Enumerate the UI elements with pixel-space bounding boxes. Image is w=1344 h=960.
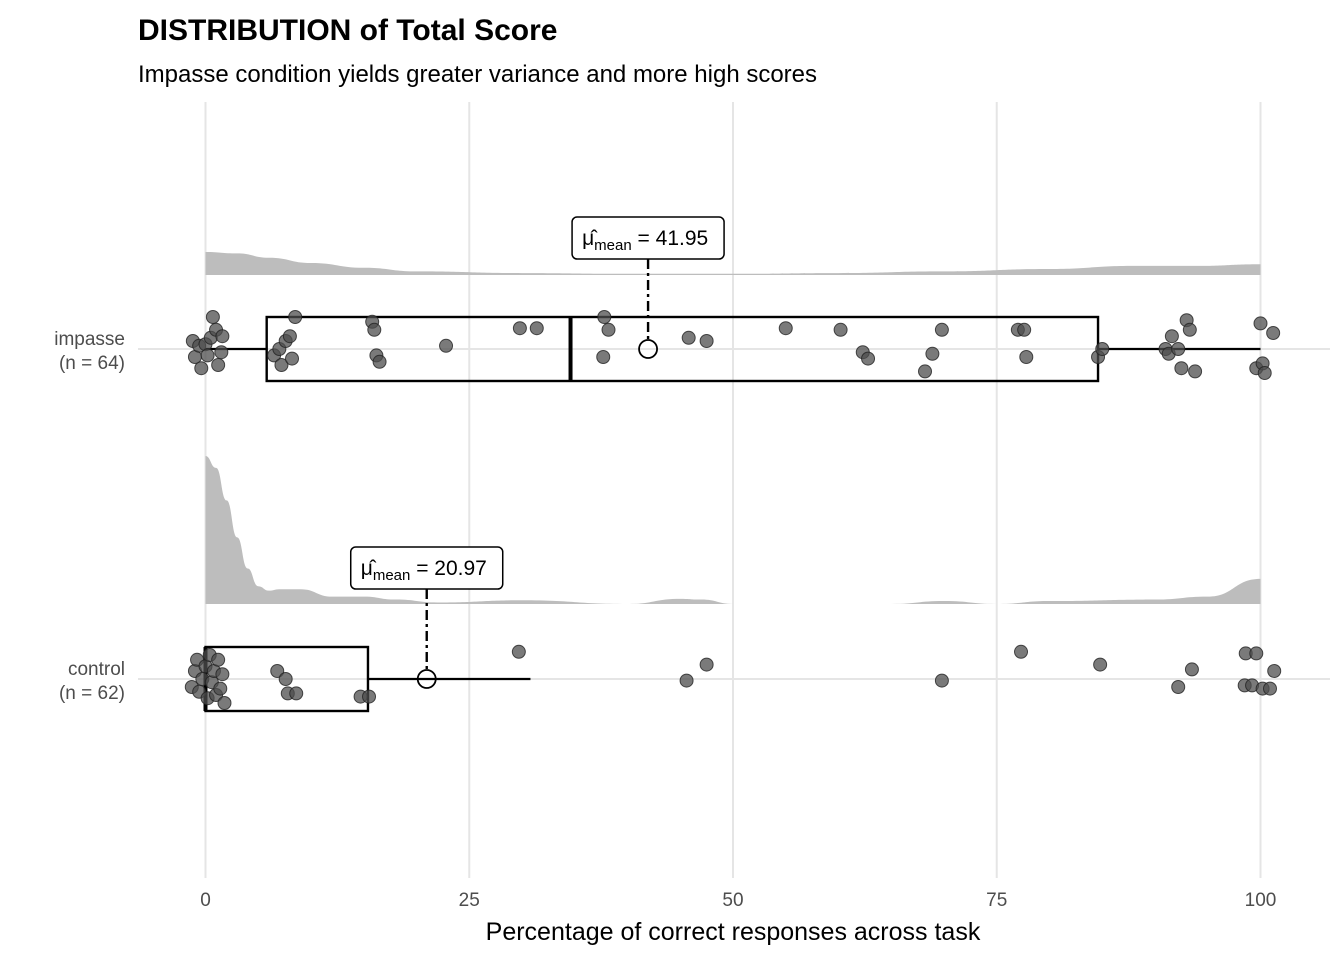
density-layer	[205, 251, 1261, 604]
x-tick-label: 50	[722, 890, 743, 911]
data-point-impasse	[439, 338, 454, 353]
density-impasse	[205, 251, 1261, 275]
data-point-impasse	[1182, 322, 1197, 337]
mean-label-box-control	[349, 546, 504, 590]
mean-label-control: μ̂mean = 20.97	[361, 557, 487, 584]
data-point-impasse	[200, 348, 215, 363]
data-point-control	[362, 689, 377, 704]
data-point-impasse	[833, 322, 848, 337]
data-point-control	[270, 664, 285, 678]
mean-label-box-impasse	[571, 216, 725, 260]
data-point-impasse	[285, 351, 300, 366]
mean-marker-control	[416, 669, 437, 689]
chart-title: DISTRIBUTION of Total Score	[138, 14, 557, 47]
data-point-impasse	[1019, 350, 1034, 364]
data-point-control	[1184, 662, 1199, 677]
data-point-control	[679, 673, 694, 688]
data-point-control	[1267, 664, 1282, 678]
data-point-control	[278, 672, 293, 686]
data-point-control	[1249, 646, 1264, 661]
data-point-impasse	[925, 346, 940, 361]
chart-subtitle: Impasse condition yields greater varianc…	[138, 61, 817, 88]
data-point-impasse	[1266, 326, 1281, 340]
data-point-impasse	[372, 354, 387, 369]
data-point-control	[511, 644, 526, 659]
y-tick-n-control: (n = 62)	[59, 683, 125, 704]
y-tick-label-control: control	[68, 659, 125, 680]
data-point-impasse	[1171, 342, 1186, 356]
x-axis-label: Percentage of correct responses across t…	[486, 918, 981, 946]
data-point-impasse	[1253, 316, 1268, 331]
mean-label-impasse: μ̂mean = 41.95	[582, 227, 708, 254]
x-tick-label: 100	[1245, 890, 1277, 911]
data-point-impasse	[1188, 364, 1203, 379]
mean-marker-impasse	[638, 339, 658, 359]
data-point-impasse	[601, 322, 616, 337]
data-point-control	[211, 652, 226, 667]
data-point-impasse	[681, 330, 696, 345]
data-point-impasse	[282, 329, 297, 344]
points-layer	[184, 310, 1282, 710]
data-point-impasse	[918, 364, 933, 379]
data-point-impasse	[861, 351, 876, 366]
grid-lines	[138, 102, 1330, 878]
data-point-control	[213, 681, 228, 696]
data-point-impasse	[214, 345, 229, 360]
data-point-impasse	[194, 361, 209, 376]
data-point-impasse	[699, 334, 714, 348]
data-point-control	[934, 673, 949, 688]
data-point-impasse	[778, 321, 793, 336]
data-point-impasse	[215, 329, 230, 344]
data-point-impasse	[1174, 361, 1189, 376]
data-point-impasse	[211, 358, 226, 372]
data-point-impasse	[1017, 322, 1032, 337]
data-point-impasse	[512, 321, 527, 336]
data-point-impasse	[205, 310, 220, 324]
x-tick-label: 0	[200, 890, 211, 911]
data-point-control	[1171, 680, 1186, 694]
data-point-impasse	[597, 310, 612, 324]
x-tick-label: 25	[459, 890, 480, 911]
data-point-impasse	[1095, 342, 1110, 356]
data-point-control	[289, 686, 304, 701]
data-point-impasse	[1257, 366, 1272, 380]
data-point-control	[215, 667, 230, 682]
data-point-impasse	[274, 358, 289, 372]
mean-layer: μ̂mean = 41.95 μ̂mean = 20.97	[349, 216, 725, 689]
data-point-impasse	[288, 310, 303, 324]
data-point-control	[1014, 644, 1029, 659]
data-point-control	[217, 696, 232, 710]
y-axis-labels: impasse (n = 64) control (n = 62)	[54, 329, 125, 704]
data-point-control	[1093, 657, 1108, 672]
y-tick-n-impasse: (n = 64)	[59, 353, 125, 374]
data-point-impasse	[934, 322, 949, 337]
data-point-impasse	[596, 350, 611, 364]
data-point-impasse	[529, 321, 544, 336]
data-point-impasse	[1164, 329, 1179, 344]
x-tick-label: 75	[986, 890, 1007, 911]
x-axis-ticks: 0 25 50 75 100	[200, 890, 1276, 911]
data-point-control	[699, 657, 714, 672]
data-point-control	[1262, 681, 1277, 696]
data-point-impasse	[367, 322, 382, 337]
y-tick-label-impasse: impasse	[54, 329, 125, 350]
